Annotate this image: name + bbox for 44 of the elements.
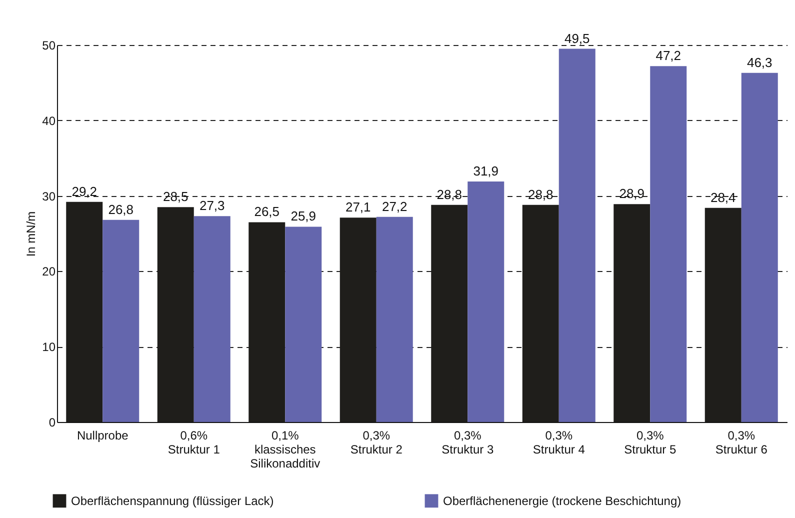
y-tick-label: 0: [48, 416, 56, 430]
data-label: 28,5: [162, 189, 188, 204]
data-label: 26,8: [108, 202, 134, 217]
data-label: 47,2: [656, 48, 682, 64]
data-label: 29,2: [72, 184, 98, 199]
data-label: 31,9: [473, 163, 499, 178]
x-tick-label: 0,6% Struktur 1: [168, 428, 220, 456]
bar: [704, 208, 742, 422]
y-tick-label: 50: [42, 38, 56, 52]
data-label: 46,3: [746, 54, 772, 70]
bar: [558, 48, 596, 422]
x-tick-label: Nullprobe: [76, 428, 129, 442]
data-label: 26,5: [254, 204, 280, 220]
bar: [66, 202, 103, 422]
bar: [285, 226, 322, 422]
legend-label: Oberflächenspannung (flüssiger Lack): [71, 494, 274, 508]
bar: [376, 216, 413, 422]
x-tick-label: 0,3% Struktur 3: [442, 428, 494, 456]
data-label: 49,5: [564, 30, 590, 46]
data-label: 27,3: [199, 198, 225, 214]
x-tick-label: 0,3% Struktur 4: [532, 428, 586, 456]
data-label: 28,8: [436, 186, 462, 202]
bar: [741, 72, 778, 422]
y-tick-label: 20: [42, 264, 56, 279]
data-label: 25,9: [290, 208, 316, 224]
y-tick-label: 30: [42, 189, 56, 204]
data-label: 27,2: [382, 198, 408, 214]
x-tick-label: 0,3% Struktur 5: [624, 428, 676, 456]
data-label: 28,4: [710, 190, 736, 205]
data-label: 27,1: [345, 200, 371, 215]
bar: [194, 216, 230, 422]
data-label: 28,8: [528, 186, 554, 202]
legend-label: Oberflächenenergie (trockene Beschichtung): [443, 494, 682, 508]
y-tick-label: 10: [42, 340, 56, 354]
data-label: 28,9: [619, 186, 645, 202]
x-tick-label: 0,3% Struktur 6: [715, 428, 768, 456]
bar: [614, 204, 650, 422]
bar: [468, 181, 504, 422]
x-tick-label: 0,3% Struktur 2: [350, 428, 403, 456]
y-axis-title: In mN/m: [24, 211, 38, 257]
bar: [650, 66, 687, 422]
bar: [102, 220, 140, 422]
x-tick-label: 0,1% klassisches Silikonadditiv: [250, 428, 320, 470]
y-tick-label: 40: [42, 114, 56, 128]
